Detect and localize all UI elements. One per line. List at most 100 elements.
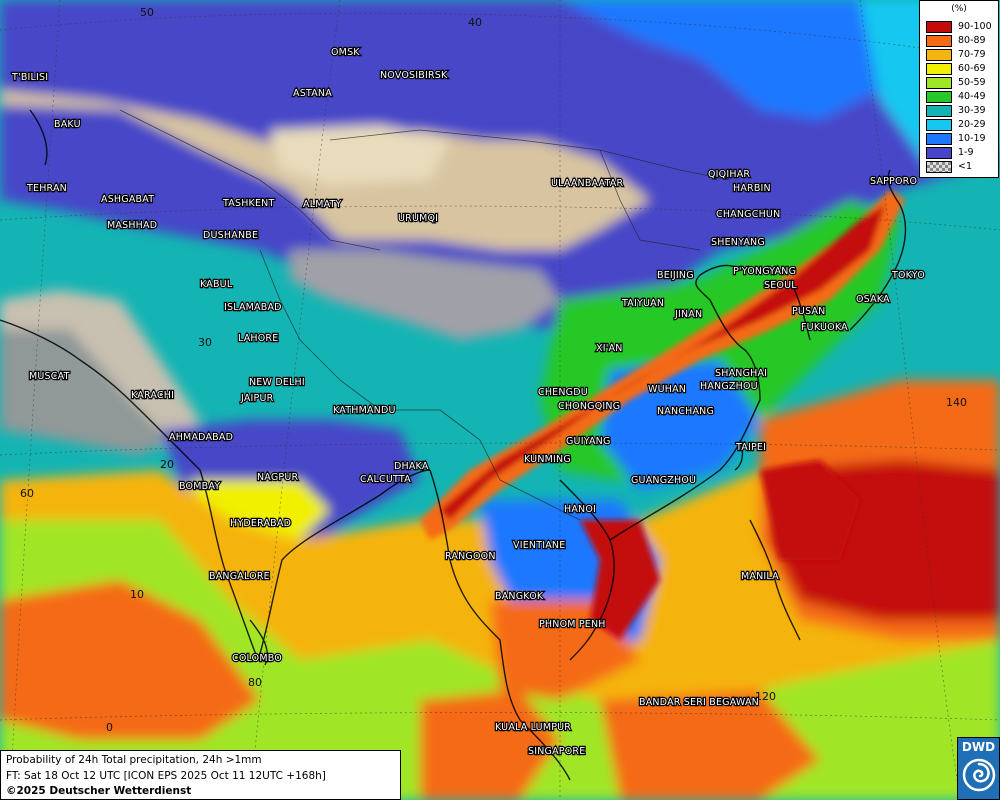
- legend-swatch: [926, 21, 952, 33]
- legend-entry: 20-29: [926, 119, 998, 132]
- city-label: NOVOSIBIRSK: [380, 70, 448, 81]
- legend-entry: 50-59: [926, 77, 998, 90]
- legend-swatch: [926, 105, 952, 117]
- legend-label: 20-29: [958, 119, 986, 130]
- city-label: MUSCAT: [29, 371, 70, 382]
- legend-label: 1-9: [958, 147, 974, 158]
- city-label: BANGKOK: [495, 591, 544, 602]
- city-label: URUMQI: [398, 213, 438, 224]
- city-label: BANGALORE: [209, 571, 270, 582]
- city-label: JAIPUR: [240, 393, 274, 404]
- city-label: HYDERABAD: [230, 518, 291, 529]
- dwd-logo-text: DWD: [961, 740, 996, 754]
- legend-label: 40-49: [958, 91, 986, 102]
- city-label: PHNOM PENH: [539, 619, 606, 630]
- city-label: KARACHI: [131, 390, 174, 401]
- city-label: CALCUTTA: [360, 474, 411, 485]
- city-label: AHMADABAD: [169, 432, 233, 443]
- city-label: CHONGQING: [558, 401, 620, 412]
- city-label: T'BILISI: [11, 72, 48, 83]
- city-label: JINAN: [674, 309, 702, 320]
- grid-labels: 50 40 30 20 60 10 80 0 140 120: [20, 6, 967, 734]
- city-label: MANILA: [741, 571, 779, 582]
- grid-label-lon-140: 140: [946, 396, 967, 409]
- dwd-logo: DWD: [957, 737, 1000, 800]
- city-label: ULAANBAATAR: [551, 178, 623, 189]
- city-label: KATHMANDU: [333, 405, 396, 416]
- product-title: Probability of 24h Total precipitation, …: [6, 754, 262, 766]
- city-label: XI'AN: [596, 343, 623, 354]
- city-label: ALMATY: [303, 199, 342, 210]
- city-label: OMSK: [331, 47, 360, 58]
- legend-label: 90-100: [958, 21, 992, 32]
- city-labels: T'BILISI BAKU TEHRAN ASHGABAT MASHHAD OM…: [10, 46, 926, 758]
- city-label: MASHHAD: [107, 220, 157, 231]
- city-label: TOKYO: [891, 270, 925, 281]
- city-label: PUSAN: [792, 306, 826, 317]
- city-label: TAIYUAN: [621, 298, 664, 309]
- city-label: NANCHANG: [657, 406, 714, 417]
- legend-label: <1: [958, 161, 973, 172]
- city-label: ISLAMABAD: [224, 302, 282, 313]
- city-label: ASTANA: [293, 88, 332, 99]
- city-label: SHANGHAI: [715, 368, 767, 379]
- city-label: BAKU: [54, 119, 81, 130]
- city-label: BANDAR SERI BEGAWAN: [639, 697, 759, 708]
- city-label: TAIPEI: [735, 442, 766, 453]
- grid-label-lat-30: 30: [198, 336, 212, 349]
- city-label: GUANGZHOU: [631, 475, 696, 486]
- legend-entry: 30-39: [926, 105, 998, 118]
- coastlines: [0, 109, 907, 781]
- legend-label: 10-19: [958, 133, 986, 144]
- city-label: COLOMBO: [232, 653, 282, 664]
- city-label: TEHRAN: [26, 183, 67, 194]
- legend-entry: <1: [926, 161, 998, 174]
- city-label: DHAKA: [394, 461, 429, 472]
- city-label: SEOUL: [764, 280, 797, 291]
- city-label: CHANGCHUN: [716, 209, 780, 220]
- grid-label-lat-50: 50: [140, 6, 154, 19]
- forecast-time: FT: Sat 18 Oct 12 UTC [ICON EPS 2025 Oct…: [6, 770, 326, 782]
- legend-entry: 70-79: [926, 49, 998, 62]
- legend-entry: 10-19: [926, 133, 998, 146]
- city-label: LAHORE: [238, 333, 278, 344]
- precip-band: [420, 190, 905, 640]
- city-label: HANOI: [564, 504, 596, 515]
- grid-label-lat-40: 40: [468, 16, 482, 29]
- country-borders: [119, 109, 731, 521]
- legend-label: 60-69: [958, 63, 986, 74]
- grid-label-lat-20: 20: [160, 458, 174, 471]
- grid-label-lon-60: 60: [20, 487, 34, 500]
- city-label: NEW DELHI: [249, 377, 305, 388]
- legend-entry: 1-9: [926, 147, 998, 160]
- city-label: QIQIHAR: [708, 169, 750, 180]
- legend-label: 30-39: [958, 105, 986, 116]
- city-label: NAGPUR: [257, 472, 298, 483]
- city-label: SINGAPORE: [528, 746, 585, 757]
- grid-label-lon-120: 120: [755, 690, 776, 703]
- grid-label-lat-0: 0: [106, 721, 113, 734]
- city-label: SAPPORO: [870, 176, 917, 187]
- grid-label-lat-10: 10: [130, 588, 144, 601]
- city-label: TASHKENT: [222, 198, 274, 209]
- legend-label: 80-89: [958, 35, 986, 46]
- legend-swatch: [926, 91, 952, 103]
- city-label: RANGOON: [445, 551, 496, 562]
- city-label: WUHAN: [648, 384, 686, 395]
- city-label: KUNMING: [524, 454, 571, 465]
- legend-entry: 80-89: [926, 35, 998, 48]
- city-label: KUALA LUMPUR: [495, 722, 571, 733]
- legend: (%) 90-100 80-89 70-79 60-69 50-59 40-49 30-39…: [919, 0, 999, 178]
- city-label: KABUL: [200, 279, 233, 290]
- legend-label: 50-59: [958, 77, 986, 88]
- city-label: BEIJING: [657, 270, 694, 281]
- city-label: BOMBAY: [179, 481, 220, 492]
- city-label: DUSHANBE: [203, 230, 258, 241]
- city-label: FUKUOKA: [801, 322, 848, 333]
- legend-label: 70-79: [958, 49, 986, 60]
- legend-swatch: [926, 49, 952, 61]
- legend-swatch: [926, 147, 952, 159]
- legend-title: (%): [951, 4, 967, 14]
